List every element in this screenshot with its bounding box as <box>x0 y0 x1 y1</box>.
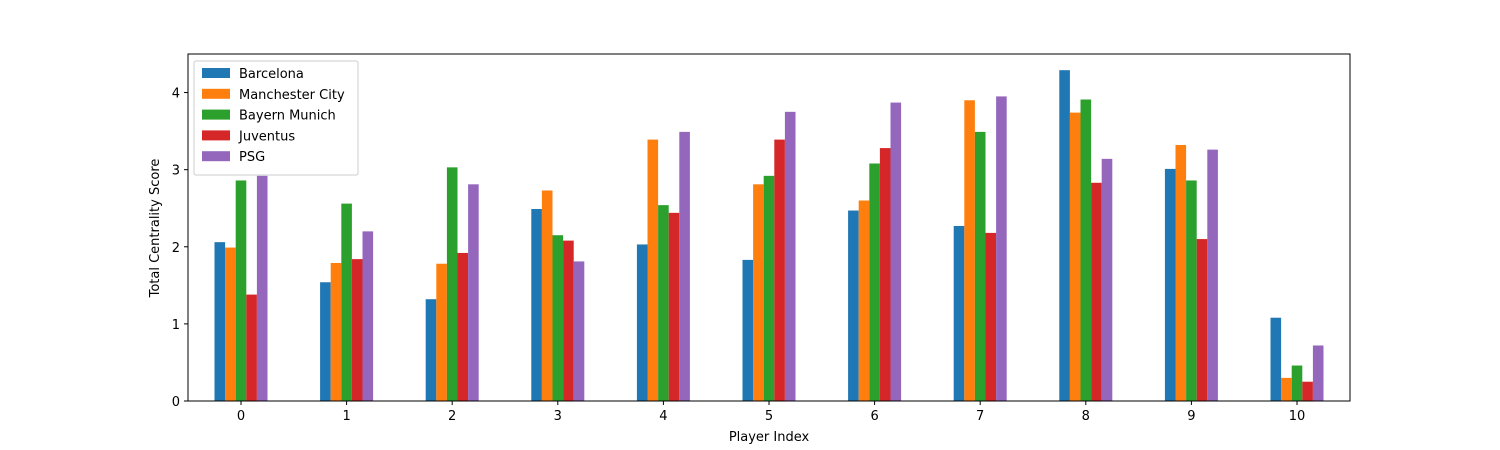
bar-bayern-munich-8 <box>1080 99 1092 401</box>
bar-juventus-3 <box>563 240 574 401</box>
x-tick-label: 3 <box>554 409 562 424</box>
bar-barcelona-3 <box>531 208 542 401</box>
bar-manchester-city-10 <box>1281 377 1292 401</box>
bar-psg-4 <box>679 131 690 401</box>
bar-psg-5 <box>784 111 796 401</box>
x-axis: 0 1 2 3 4 5 6 7 8 9 10 <box>237 401 1305 424</box>
bar-manchester-city-3 <box>541 190 553 401</box>
bar-bayern-munich-10 <box>1291 365 1303 401</box>
y-axis-label: Total Centrality Score <box>148 159 163 299</box>
x-tick-label: 6 <box>870 409 878 424</box>
bar-barcelona-8 <box>1059 70 1070 401</box>
bar-psg-7 <box>996 96 1007 401</box>
bar-psg-8 <box>1101 158 1113 401</box>
bar-bayern-munich-1 <box>341 203 352 401</box>
x-tick-label: 9 <box>1187 409 1195 424</box>
legend-label: Juventus <box>238 129 295 144</box>
bar-bayern-munich-2 <box>446 167 458 401</box>
bar-psg-9 <box>1207 149 1218 401</box>
bar-bayern-munich-5 <box>763 175 775 401</box>
y-tick-label: 0 <box>172 395 180 410</box>
x-tick-label: 1 <box>342 409 350 424</box>
bar-juventus-6 <box>879 148 891 401</box>
bar-psg-2 <box>468 184 479 401</box>
bar-juventus-10 <box>1302 381 1313 401</box>
bar-psg-3 <box>573 261 585 401</box>
bar-psg-0 <box>256 175 268 401</box>
x-tick-label: 8 <box>1082 409 1090 424</box>
bar-barcelona-1 <box>320 282 331 401</box>
bar-bayern-munich-0 <box>235 180 247 401</box>
bar-psg-6 <box>890 102 902 401</box>
bar-manchester-city-1 <box>330 262 342 401</box>
legend-swatch-manchester-city <box>202 88 230 99</box>
y-tick-label: 4 <box>172 87 180 102</box>
bar-barcelona-4 <box>636 244 648 401</box>
bar-juventus-8 <box>1091 182 1102 401</box>
x-tick-label: 2 <box>448 409 456 424</box>
bar-juventus-7 <box>985 232 997 401</box>
bar-manchester-city-6 <box>858 200 870 401</box>
y-axis: 0 1 2 3 4 <box>172 87 188 410</box>
bar-manchester-city-8 <box>1069 112 1081 401</box>
legend-label: Bayern Munich <box>239 109 336 124</box>
legend-swatch-bayern-munich <box>202 109 230 120</box>
bar-bayern-munich-7 <box>974 131 986 401</box>
legend-label: PSG <box>239 150 265 165</box>
y-tick-label: 1 <box>172 318 180 333</box>
y-tick-label: 3 <box>172 164 180 179</box>
bar-manchester-city-9 <box>1175 144 1187 402</box>
bar-barcelona-7 <box>953 225 965 401</box>
bar-barcelona-2 <box>425 299 437 401</box>
bar-psg-10 <box>1312 345 1324 401</box>
bar-manchester-city-5 <box>753 184 764 401</box>
bar-bayern-munich-9 <box>1186 180 1197 401</box>
legend-box <box>193 60 359 176</box>
bar-juventus-2 <box>457 252 469 401</box>
bar-bayern-munich-3 <box>552 235 564 401</box>
bar-juventus-9 <box>1196 239 1208 401</box>
bar-juventus-0 <box>246 294 257 401</box>
x-axis-label: Player Index <box>729 430 810 445</box>
bars-layer <box>214 70 1324 402</box>
x-tick-label: 4 <box>659 409 667 424</box>
bar-manchester-city-7 <box>964 100 975 402</box>
bar-barcelona-10 <box>1270 317 1282 401</box>
legend-label: Manchester City <box>239 88 345 103</box>
bar-barcelona-0 <box>214 242 226 401</box>
bar-barcelona-6 <box>848 210 859 401</box>
bar-manchester-city-4 <box>647 139 659 401</box>
bar-juventus-5 <box>774 139 785 401</box>
bar-juventus-4 <box>668 212 680 401</box>
legend-swatch-barcelona <box>202 68 230 78</box>
y-tick-label: 2 <box>172 241 180 256</box>
bar-manchester-city-2 <box>436 263 447 401</box>
x-tick-label: 5 <box>765 409 773 424</box>
x-tick-label: 0 <box>237 409 245 424</box>
bar-barcelona-5 <box>742 259 754 401</box>
bar-psg-1 <box>362 231 374 401</box>
bar-bayern-munich-6 <box>869 163 880 401</box>
bar-bayern-munich-4 <box>658 205 669 401</box>
bar-manchester-city-0 <box>225 247 236 401</box>
bar-juventus-1 <box>351 259 363 401</box>
x-tick-label: 10 <box>1289 409 1306 424</box>
bar-barcelona-9 <box>1164 168 1176 401</box>
legend-label: Barcelona <box>239 67 304 82</box>
legend-swatch-psg <box>202 151 230 162</box>
x-tick-label: 7 <box>976 409 984 424</box>
legend-swatch-juventus <box>202 130 230 141</box>
legend: Barcelona Manchester City Bayern Munich Juv… <box>193 60 359 176</box>
